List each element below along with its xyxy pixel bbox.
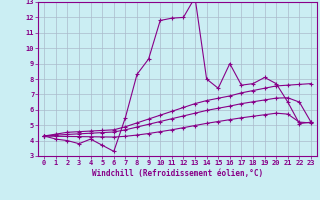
X-axis label: Windchill (Refroidissement éolien,°C): Windchill (Refroidissement éolien,°C): [92, 169, 263, 178]
